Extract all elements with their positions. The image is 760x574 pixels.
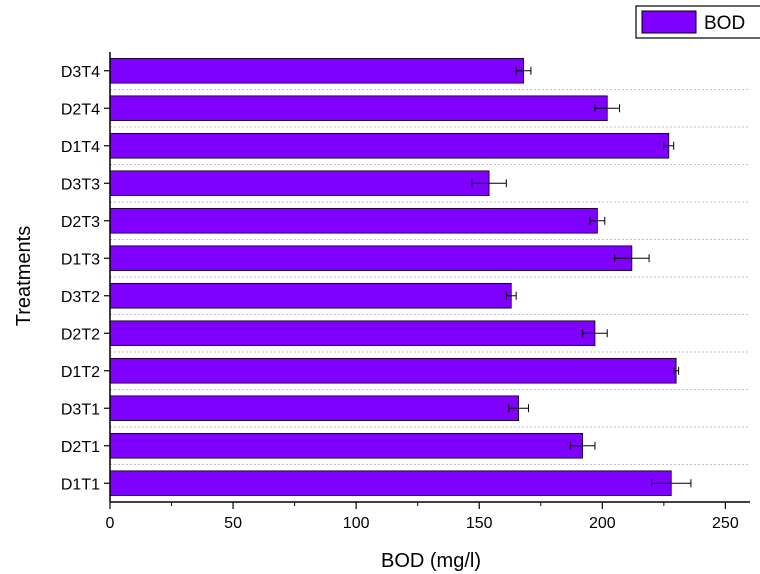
- x-tick-label: 150: [466, 515, 493, 532]
- legend-swatch: [641, 10, 697, 34]
- x-tick-label: 200: [589, 515, 616, 532]
- bar-d3t4: [109, 57, 524, 84]
- bar-d1t4: [109, 132, 670, 159]
- bar-d2t3: [109, 207, 598, 234]
- bar-d1t3: [109, 245, 633, 272]
- y-tick-label-d1t3: D1T3: [61, 251, 100, 268]
- x-tick-labels: 0 50 100 150 200 250: [106, 515, 739, 532]
- bar-d3t1: [109, 395, 520, 422]
- error-bar-d1t2: [673, 366, 680, 375]
- error-bars: [471, 66, 692, 488]
- legend-label: BOD: [704, 13, 745, 34]
- error-bar-d3t1: [508, 404, 529, 413]
- error-bar-d3t4: [515, 66, 532, 75]
- y-tick-label-d1t1: D1T1: [61, 476, 100, 493]
- error-bar-d2t1: [569, 441, 596, 450]
- y-tick-label-d2t2: D2T2: [61, 326, 100, 343]
- error-bar-d2t3: [589, 216, 606, 225]
- y-tick-label-d2t4: D2T4: [61, 101, 100, 118]
- error-bar-d2t4: [594, 104, 621, 113]
- bar-d2t2: [109, 320, 596, 347]
- error-bar-d2t2: [582, 329, 608, 338]
- bar-d2t4: [109, 95, 608, 122]
- y-tick-label-d2t3: D2T3: [61, 214, 100, 231]
- x-tick-label: 0: [106, 515, 115, 532]
- y-tick-label-d3t1: D3T1: [61, 401, 100, 418]
- bar-d3t2: [109, 282, 512, 309]
- bars: [109, 57, 677, 497]
- y-tick-labels: D1T1 D2T1 D3T1 D1T2 D2T2 D3T2 D1T3 D2T3 D3T3 D1T4…: [61, 64, 100, 494]
- y-tick-label-d2t1: D2T1: [61, 439, 100, 456]
- error-bar-d1t3: [614, 254, 650, 263]
- y-axis-title: Treatments: [13, 226, 35, 326]
- bar-d2t1: [109, 432, 584, 459]
- y-tick-label-d3t3: D3T3: [61, 176, 100, 193]
- y-tick-label-d1t2: D1T2: [61, 364, 100, 381]
- bar-d3t3: [109, 170, 490, 197]
- bar-d1t1: [109, 470, 672, 497]
- y-tick-label-d3t2: D3T2: [61, 289, 100, 306]
- error-bar-d1t1: [651, 479, 692, 488]
- x-tick-label: 250: [712, 515, 739, 532]
- y-tick-label-d3t4: D3T4: [61, 64, 100, 81]
- bar-d1t2: [109, 357, 677, 384]
- error-bar-d1t4: [663, 141, 675, 150]
- error-bar-d3t2: [505, 291, 517, 300]
- error-bar-d3t3: [471, 179, 507, 188]
- x-tick-label: 100: [343, 515, 370, 532]
- x-tick-label: 50: [224, 515, 242, 532]
- x-axis-title: BOD (mg/l): [381, 550, 481, 572]
- axes: [104, 52, 750, 509]
- legend: BOD: [635, 5, 760, 39]
- y-tick-label-d1t4: D1T4: [61, 139, 100, 156]
- grid-lines: [110, 89, 750, 465]
